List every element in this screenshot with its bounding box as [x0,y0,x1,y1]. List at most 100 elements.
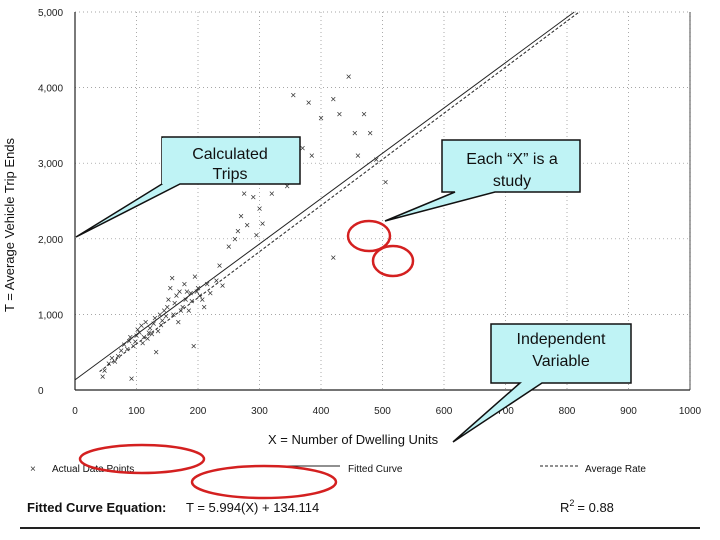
x-tick-label: 400 [313,406,330,417]
data-point: × [177,287,183,298]
data-point: × [207,289,213,300]
data-point: × [204,280,210,291]
highlight-circles [78,219,415,500]
data-point: × [306,98,312,109]
data-point: × [318,113,324,124]
axes [74,12,691,391]
x-tick-label: 0 [72,406,78,417]
y-tick-labels: 0 1,000 2,000 3,000 4,000 5,000 [38,8,63,397]
x-tick-label: 200 [190,406,207,417]
y-tick-label: 4,000 [38,84,63,95]
data-point: × [167,283,173,294]
data-point: × [201,302,207,313]
data-point: × [138,321,144,332]
x-tick-label: 1000 [679,406,702,417]
y-tick-label: 2,000 [38,235,63,246]
data-point: × [147,324,153,335]
data-point: × [373,155,379,166]
data-point: × [155,327,161,338]
data-point: × [284,181,290,192]
data-point: × [352,128,358,139]
x-tick-labels: 0 100 200 300 400 500 600 700 800 900 1000 [72,406,701,417]
data-point: × [269,189,275,200]
data-point: × [151,319,157,330]
data-point: × [238,212,244,223]
fitted-curve-line [74,11,575,381]
legend-fitted-label: Fitted Curve [348,464,403,475]
data-point: × [146,328,152,339]
data-point: × [135,325,141,336]
data-point: × [260,219,266,230]
data-point: × [226,242,232,253]
data-point: × [250,193,256,204]
data-point: × [143,317,149,328]
data-point: × [158,320,164,331]
x-tick-label: 500 [374,406,391,417]
y-tick-label: 3,000 [38,159,63,170]
data-point: × [367,128,373,139]
data-point: × [244,221,250,232]
data-point: × [194,287,200,298]
y-tick-label: 0 [38,386,44,397]
data-point: × [159,316,165,327]
data-point: × [124,345,130,356]
data-point: × [189,296,195,307]
data-point: × [129,374,135,385]
callout-each-x-study: Each “X” is a study [384,139,581,222]
data-point: × [152,314,158,325]
highlight-ellipse-fitted [190,464,338,500]
data-point: × [195,283,201,294]
data-point: × [102,366,108,377]
data-point: × [346,72,352,83]
data-point: × [166,295,172,306]
data-point: × [163,311,169,322]
data-point: × [300,144,306,155]
data-point: × [188,289,194,300]
data-point: × [330,253,336,264]
trend-lines [74,11,580,381]
callout-shape [384,139,581,222]
data-point: × [170,310,176,321]
data-point: × [140,339,146,350]
r-squared-label: R2 = 0.88 [560,498,614,515]
callout-shape [452,323,632,443]
data-point: × [383,178,389,189]
data-point: × [169,274,175,285]
data-point: × [309,151,315,162]
x-tick-label: 300 [251,406,268,417]
data-point: × [174,291,180,302]
data-point: × [112,357,118,368]
data-point: × [127,333,133,344]
callout-line-1: Independent [517,331,607,348]
data-point: × [145,334,151,345]
x-tick-label: 900 [620,406,637,417]
data-point: × [141,333,147,344]
data-point: × [355,151,361,162]
y-tick-label: 1,000 [38,310,63,321]
data-point: × [290,91,296,102]
data-point: × [172,299,178,310]
data-point: × [157,310,163,321]
data-point: × [337,110,343,121]
x-tick-label: 700 [497,406,514,417]
data-point: × [232,234,238,245]
callout-line-2: Variable [532,353,590,370]
data-point: × [100,372,106,383]
equation-label: Fitted Curve Equation: [27,500,166,515]
data-point: × [126,336,132,347]
x-tick-label: 600 [436,406,453,417]
data-point: × [241,189,247,200]
data-point: × [132,337,138,348]
data-point: × [134,331,140,342]
x-tick-label: 800 [559,406,576,417]
data-point: × [191,342,197,353]
data-point: × [184,287,190,298]
callout-line-2: study [493,173,531,190]
callout-line-2: Trips [213,166,248,183]
data-point: × [183,295,189,306]
data-point: × [178,306,184,317]
data-point: × [361,110,367,121]
data-point: × [180,302,186,313]
legend-average-label: Average Rate [585,464,646,475]
